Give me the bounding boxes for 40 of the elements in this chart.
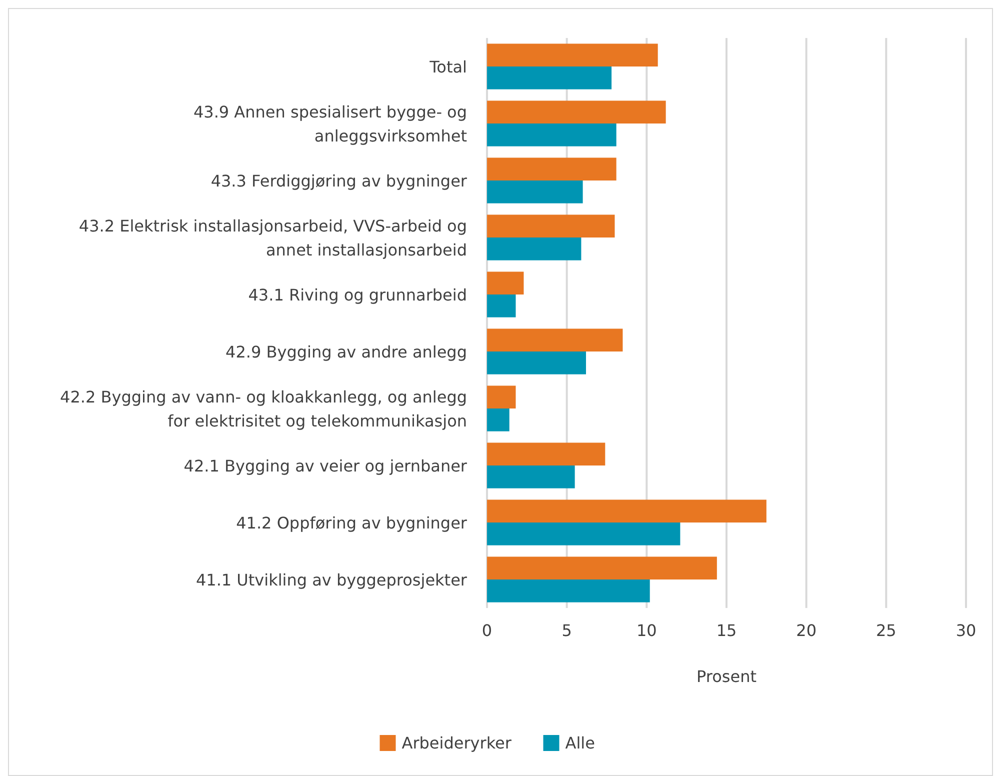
bar bbox=[487, 294, 516, 318]
y-tick-label: 41.1 Utvikling av byggeprosjekter bbox=[196, 570, 468, 589]
bar bbox=[487, 158, 616, 180]
bar bbox=[487, 328, 623, 352]
y-tick-label: 41.2 Oppføring av bygninger bbox=[236, 513, 468, 532]
y-tick-label: 42.2 Bygging av vann- og kloakkanlegg, og anlegg for elektrisitet og telekommunikasjon bbox=[60, 387, 467, 430]
bar bbox=[487, 580, 650, 602]
bar bbox=[487, 522, 680, 546]
bar bbox=[487, 442, 606, 466]
bar bbox=[487, 272, 524, 294]
y-tick-label: 43.2 Elektrisk installasjonsarbeid, VVS-arbeid og annet installasjonsarbeid bbox=[78, 216, 467, 259]
bar bbox=[487, 386, 516, 408]
y-tick-label: Total bbox=[428, 57, 467, 76]
x-tick-label: 0 bbox=[482, 621, 492, 640]
x-tick-label: 15 bbox=[716, 621, 737, 640]
x-tick-label: 25 bbox=[876, 621, 896, 640]
x-axis-title: Prosent bbox=[696, 667, 756, 686]
legend-label: Arbeideryrker bbox=[402, 734, 512, 752]
bar bbox=[487, 214, 615, 238]
x-tick-label: 10 bbox=[636, 621, 657, 640]
x-tick-label: 20 bbox=[796, 621, 817, 640]
y-tick-label: 43.1 Riving og grunnarbeid bbox=[248, 285, 467, 304]
bar bbox=[487, 466, 575, 488]
bar bbox=[487, 100, 666, 124]
bar bbox=[487, 180, 583, 204]
legend-label: Alle bbox=[565, 734, 595, 752]
y-tick-label: 42.9 Bygging av andre anlegg bbox=[226, 342, 467, 361]
y-tick-label: 43.3 Ferdiggjøring av bygninger bbox=[210, 171, 468, 190]
y-tick-label: 43.9 Annen spesialisert bygge- og anleggsvirksomhet bbox=[193, 102, 467, 145]
y-tick-label: 42.1 Bygging av veier og jernbaner bbox=[184, 456, 468, 475]
bar bbox=[487, 500, 766, 522]
bar bbox=[487, 352, 586, 374]
x-tick-label: 30 bbox=[956, 621, 976, 640]
bar bbox=[487, 556, 717, 580]
bar bbox=[487, 44, 658, 66]
bar bbox=[487, 66, 612, 90]
x-tick-label: 5 bbox=[562, 621, 572, 640]
bar bbox=[487, 124, 616, 146]
bar bbox=[487, 408, 510, 432]
bar bbox=[487, 238, 582, 260]
